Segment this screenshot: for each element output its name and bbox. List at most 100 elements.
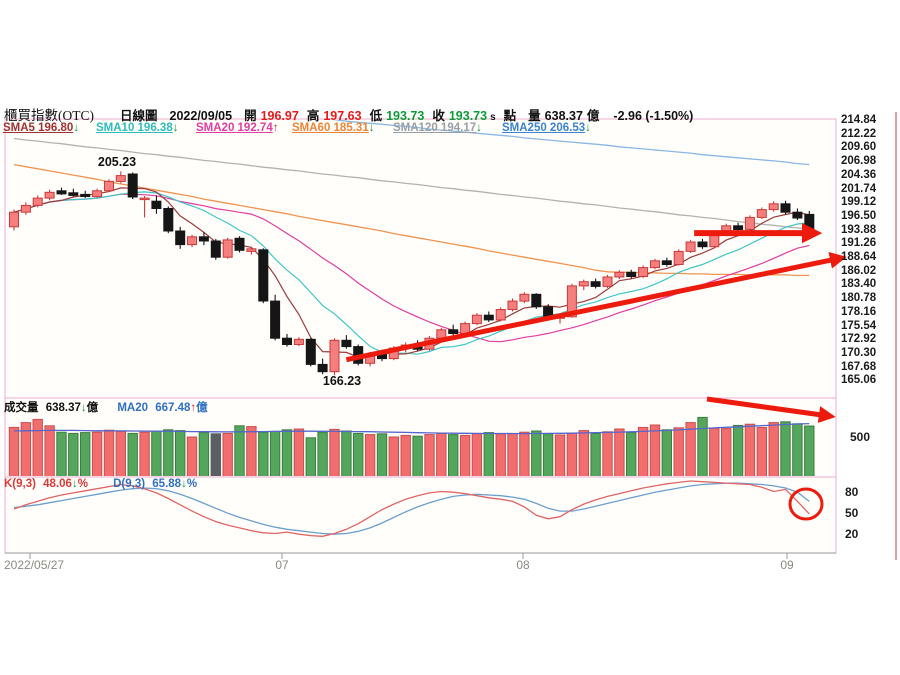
candle-body: [436, 329, 447, 339]
candle-body: [305, 338, 316, 365]
k-down-arrow-icon: ↓: [71, 478, 78, 490]
volume-bar: [732, 424, 744, 476]
sma-legend-item-sma10[interactable]: SMA10 196.38↓: [96, 122, 178, 134]
trough-price-annotation: 166.23: [322, 374, 362, 388]
peak-price-annotation: 205.23: [97, 155, 137, 169]
volume-axis-label: 500: [850, 430, 871, 444]
sma-legend-item-sma250[interactable]: SMA250 206.53↓: [502, 122, 591, 134]
d-pct: %: [186, 478, 198, 490]
sma-legend-item-sma5[interactable]: SMA5 196.80↓: [3, 122, 79, 134]
volume-bar: [234, 425, 245, 476]
kd-pane-legend: K(9,3) 48.06↓% D(9,3) 65.88↓%: [4, 478, 197, 490]
candle-body: [471, 314, 482, 325]
volume-bar: [424, 434, 435, 476]
sma-legend-text: SMA250 206.53: [502, 122, 586, 134]
candle-body: [638, 267, 649, 278]
kd-axis-label: 50: [845, 505, 859, 520]
candle-body: [448, 329, 459, 334]
candle-body: [697, 241, 708, 248]
candle-body: [483, 314, 494, 321]
candle-body: [780, 203, 791, 213]
volume-ma-up-arrow-icon: ↑: [190, 402, 197, 414]
candle-body: [210, 240, 221, 258]
volume-bar: [353, 432, 364, 476]
k-line: [13, 480, 810, 537]
change-value: -2.96 (-1.50%): [613, 109, 694, 123]
up-arrow-icon: ↑: [272, 122, 279, 134]
candle-body: [56, 190, 67, 195]
kd-cross-circle-annotation: [788, 487, 824, 521]
price-axis-label: 170.30: [841, 346, 877, 359]
price-axis-label: 175.54: [841, 319, 877, 332]
sma-legend-text: SMA120 194.17: [393, 122, 477, 134]
sma-legend-item-sma60[interactable]: SMA60 185.31↓: [292, 122, 374, 134]
low-value: 193.73: [386, 109, 425, 123]
chart-header: 櫃買指數(OTC) 日線圖 2022/09/05 開 196.97 高 197.63 低 193…: [4, 104, 694, 123]
price-axis-label: 201.74: [841, 182, 877, 195]
candle-body: [519, 293, 530, 302]
price-axis-label: 206.98: [841, 155, 877, 168]
candle-body: [650, 260, 660, 269]
volume-bar: [756, 426, 767, 476]
candle-body: [187, 236, 197, 246]
volume-bar: [566, 432, 578, 476]
volume-pane-label: 成交量: [4, 402, 39, 414]
volume-bar: [115, 430, 126, 476]
sma-legend-item-sma20[interactable]: SMA20 192.74↑: [196, 122, 278, 134]
volume-bar: [768, 422, 779, 476]
candle-body: [460, 323, 471, 335]
candle-body: [234, 237, 245, 251]
volume-bar: [20, 422, 32, 476]
volume-bar: [175, 430, 186, 476]
open-value: 196.97: [260, 109, 299, 123]
candle-body: [768, 203, 779, 211]
kd-pane[interactable]: [4, 476, 837, 554]
sma-legend-item-sma120[interactable]: SMA120 194.17↓: [393, 122, 482, 134]
candle-body: [531, 293, 542, 308]
candle-body: [614, 271, 625, 278]
volume-bar: [91, 431, 103, 476]
volume-bar: [317, 431, 328, 476]
candles: [9, 171, 815, 376]
price-axis-label: 214.84: [841, 114, 877, 126]
candle-body: [293, 338, 304, 345]
date-axis-label: 2022/05/27: [4, 558, 65, 572]
main-price-pane[interactable]: [4, 118, 837, 399]
price-axis-label: 178.16: [841, 305, 877, 318]
volume-bar: [139, 431, 150, 476]
date-axis-label: 08: [516, 558, 530, 572]
down-arrow-icon: ↓: [368, 122, 375, 134]
volume-bar: [305, 437, 317, 476]
volume-bar: [448, 434, 459, 476]
sma-legend-text: SMA5 196.80: [3, 122, 74, 134]
volume-bar: [151, 430, 162, 476]
volume-bar: [459, 434, 471, 476]
k-pct: %: [77, 478, 88, 490]
volume-bar: [614, 428, 625, 476]
price-axis-label: 183.40: [841, 278, 877, 291]
volume-bar: [590, 432, 601, 476]
index-title: 櫃買指數(OTC): [4, 108, 94, 123]
volume-bar: [8, 426, 20, 476]
candle-body: [590, 281, 601, 287]
price-axis-label: 196.50: [841, 209, 877, 222]
candle-body: [661, 260, 672, 265]
volume-bar: [388, 436, 400, 476]
volume-bar: [578, 430, 589, 476]
volume-bar: [44, 425, 55, 476]
volume-bar: [329, 428, 340, 476]
volume-bar: [198, 432, 210, 476]
date-label: 2022/09/05: [169, 109, 233, 123]
price-axis-label: 180.78: [841, 292, 877, 305]
candle-body: [222, 239, 233, 258]
volume-bar: [210, 433, 222, 476]
down-arrow-icon: ↓: [172, 122, 179, 134]
open-label: 開: [244, 109, 257, 123]
kd-axis-label: 20: [845, 526, 859, 541]
volume-bar: [281, 429, 293, 476]
volume-bar: [436, 432, 447, 476]
price-axis-label: 167.68: [841, 360, 877, 373]
price-axis-label: 204.36: [841, 168, 877, 181]
candle-body: [673, 250, 684, 265]
